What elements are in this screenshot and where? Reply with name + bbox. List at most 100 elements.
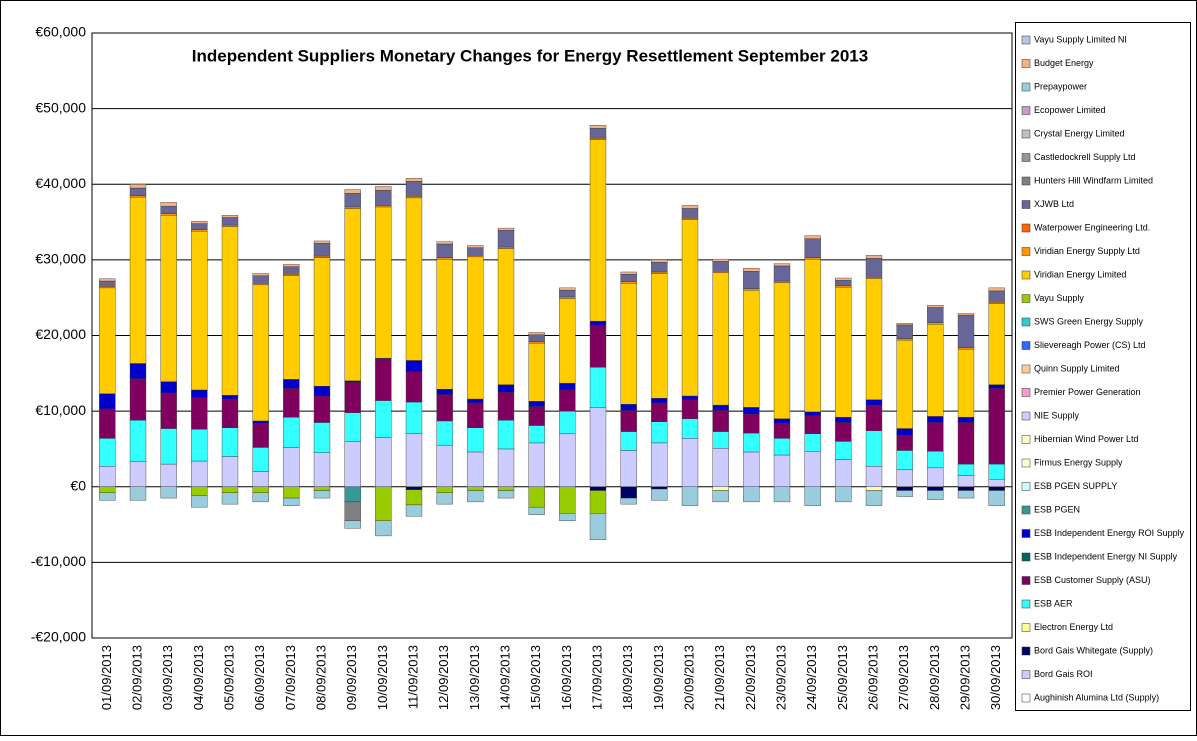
bar-segment: [835, 285, 852, 288]
bar-segment: [99, 492, 116, 501]
bar-segment: [559, 382, 576, 391]
bar-segment: [681, 218, 699, 220]
bar-segment: [589, 128, 607, 139]
bar-segment: [405, 489, 423, 506]
bar-segment: [835, 441, 852, 460]
bar-segment: [957, 486, 975, 491]
bar-segment: [773, 280, 791, 283]
bar-segment: [344, 193, 361, 208]
bar-segment: [405, 433, 423, 487]
bar-segment: [865, 399, 883, 406]
legend-label: ESB Independent Energy NI Supply: [1034, 551, 1178, 561]
bar-segment: [988, 384, 1005, 389]
bar-segment: [191, 221, 208, 224]
bar-segment: [865, 277, 883, 279]
bar-segment: [681, 418, 699, 439]
bar-segment: [436, 492, 453, 505]
bar-segment: [375, 186, 392, 191]
bar-segment: [191, 495, 208, 508]
bar-segment: [957, 490, 975, 499]
bar-segment: [773, 486, 791, 503]
bar-segment: [865, 258, 883, 278]
bar-segment: [191, 230, 208, 391]
legend-label: Aughinish Alumina Ltd (Supply): [1034, 692, 1159, 702]
bar-segment: [743, 288, 760, 291]
bar-segment: [559, 433, 576, 487]
bar-segment: [743, 267, 760, 272]
bar-segment: [467, 451, 484, 487]
bar-segment: [712, 261, 729, 272]
bar-segment: [957, 475, 975, 487]
bar-segment: [160, 213, 177, 216]
bar-segment: [988, 303, 1005, 385]
bar-segment: [712, 410, 729, 432]
x-tick-label: 13/09/2013: [467, 645, 482, 710]
bar-segment: [221, 427, 239, 457]
bar-segment: [405, 486, 423, 490]
bar-segment: [681, 438, 699, 487]
bar-segment: [896, 486, 913, 491]
bar-segment: [497, 384, 515, 393]
bar-segment: [252, 492, 269, 503]
bar-segment: [927, 305, 944, 308]
legend-label: Vayu Supply Limited NI: [1034, 34, 1127, 44]
bar-segment: [620, 283, 637, 405]
bar-segment: [927, 322, 944, 325]
y-tick-label: €30,000: [35, 251, 86, 267]
bar-segment: [743, 451, 760, 487]
bar-segment: [681, 208, 699, 219]
bar-segment: [129, 486, 147, 501]
bar-segment: [681, 395, 699, 400]
bar-segment: [160, 381, 177, 394]
legend-swatch: [1021, 529, 1031, 538]
bar-segment: [896, 469, 913, 487]
x-tick-label: 16/09/2013: [559, 645, 574, 710]
bar-segment: [804, 238, 821, 258]
bar-segment: [160, 215, 177, 382]
bar-segment: [743, 486, 760, 503]
bar-segment: [405, 360, 423, 372]
legend-label: Ecopower Limited: [1034, 105, 1106, 115]
x-tick-label: 12/09/2013: [436, 645, 451, 710]
bar-segment: [99, 486, 116, 494]
x-tick-label: 01/09/2013: [99, 645, 114, 710]
bar-segment: [405, 181, 423, 197]
legend-swatch: [1021, 599, 1031, 609]
bar-segment: [467, 255, 484, 258]
bar-segment: [681, 219, 699, 397]
bar-segment: [160, 428, 177, 465]
legend-label: ESB PGEN: [1034, 504, 1080, 514]
bar-segment: [835, 422, 852, 442]
bar-segment: [405, 177, 423, 182]
legend-label: Vayu Supply: [1034, 293, 1084, 303]
bar-segment: [283, 416, 300, 448]
bar-segment: [896, 490, 913, 497]
bar-segment: [252, 471, 269, 487]
bar-segment: [804, 433, 821, 452]
legend-label: Castledockrell Supply Ltd: [1034, 152, 1136, 162]
y-tick-label: €20,000: [35, 326, 86, 342]
legend-label: Bord Gais Whitegate (Supply): [1034, 645, 1153, 655]
bar-segment: [712, 447, 729, 487]
legend-label: Bord Gais ROI: [1034, 669, 1093, 679]
legend-label: ESB Independent Energy ROI Supply: [1034, 528, 1185, 538]
x-tick-label: 04/09/2013: [191, 645, 206, 710]
bar-segment: [865, 404, 883, 431]
bar-segment: [681, 399, 699, 419]
legend-swatch: [1021, 670, 1031, 679]
bar-segment: [589, 367, 607, 408]
bar-segment: [620, 410, 637, 432]
bar-segment: [375, 486, 392, 521]
bar-segment: [927, 323, 944, 417]
legend-label: Firmus Energy Supply: [1034, 457, 1123, 467]
bar-segment: [497, 227, 515, 231]
bar-segment: [589, 513, 607, 540]
legend-swatch: [1021, 623, 1031, 632]
bar-segment: [497, 248, 515, 385]
bar-segment: [99, 466, 116, 487]
bar-segment: [896, 339, 913, 429]
bar-segment: [835, 286, 852, 418]
bar-segment: [865, 490, 883, 506]
bar-segment: [988, 478, 1005, 487]
x-tick-label: 26/09/2013: [865, 645, 880, 710]
